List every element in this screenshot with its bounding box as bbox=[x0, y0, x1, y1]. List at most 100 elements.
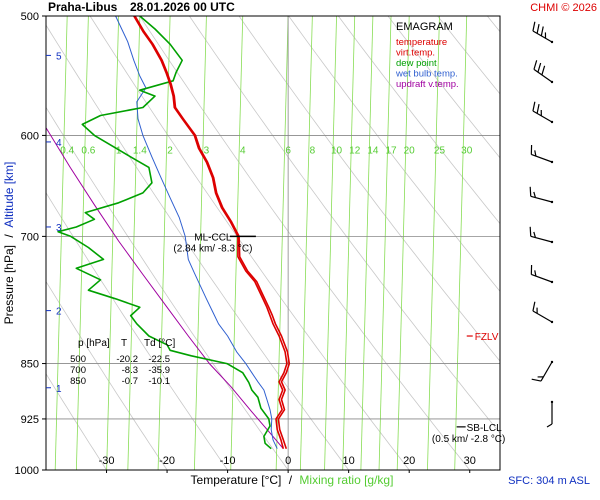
ml-ccl-value: (2.84 km/ -8.3 °C) bbox=[173, 243, 252, 254]
barb-flag-750-1 bbox=[533, 231, 537, 238]
table-cell-0-1: -20.2 bbox=[116, 354, 138, 365]
summary-table: p [hPa] T Td [°C] 500 -20.2 -22.5 700 -8.3 -35.9… bbox=[70, 338, 175, 387]
legend-virt-temp-: virt.temp. bbox=[396, 48, 435, 59]
table-header-0: p [hPa] bbox=[78, 338, 110, 349]
barb-flag-750-0 bbox=[529, 226, 532, 237]
mixing-ratio-line bbox=[299, 16, 313, 470]
x-tick-label--20: -20 bbox=[159, 455, 175, 467]
p-tick-label-500: 500 bbox=[21, 11, 39, 23]
profile-lines bbox=[46, 16, 291, 450]
mixing-label-12: 12 bbox=[349, 146, 361, 157]
table-cell-1-1: -8.3 bbox=[122, 365, 138, 376]
temperature-axis: -30 -20 -10 0 10 20 30 bbox=[99, 455, 476, 473]
table-header-1: T bbox=[121, 338, 127, 349]
mixing-label-14: 14 bbox=[367, 146, 379, 157]
barb-flag-600-1 bbox=[536, 104, 540, 114]
alt-tick-label-4: 4 bbox=[56, 138, 62, 149]
series-virt-temp- bbox=[134, 16, 291, 449]
barb-staff-600 bbox=[532, 110, 553, 123]
barb-origin-700 bbox=[550, 200, 554, 204]
mixing-label-20: 20 bbox=[404, 146, 416, 157]
annotations: ML-CCL(2.84 km/ -8.3 °C) SB-LCL(0.5 km/ -… bbox=[173, 232, 505, 444]
dry-adiabat bbox=[89, 16, 410, 470]
mixing-ratio-line bbox=[396, 16, 410, 470]
mixing-ratio-line bbox=[194, 16, 207, 470]
barb-flag-500-1 bbox=[536, 24, 540, 34]
dry-adiabat bbox=[46, 373, 107, 470]
barb-origin-500 bbox=[550, 40, 554, 44]
station-name: Praha-Libus bbox=[48, 0, 118, 14]
mixing-ratio-line bbox=[230, 16, 244, 470]
mixing-ratio-line bbox=[106, 16, 120, 470]
series-wet-bulb-temp- bbox=[115, 16, 278, 449]
x-tick-label-30: 30 bbox=[464, 455, 476, 467]
barb-flag-700-1 bbox=[533, 191, 537, 198]
barb-flag-800-1 bbox=[534, 270, 537, 277]
mixing-label-1: 1 bbox=[116, 146, 122, 157]
mixing-ratio-labels: 0.4 0.6 1 1.4 2 3 4 6 8 10 12 14 17 20 25 30 bbox=[60, 146, 472, 157]
dry-adiabat bbox=[387, 16, 500, 159]
dry-adiabat bbox=[437, 16, 500, 95]
dry-adiabat bbox=[337, 16, 500, 225]
barb-staff-650 bbox=[531, 153, 553, 163]
xlabel-sep: / bbox=[289, 473, 293, 487]
barb-staff-550 bbox=[533, 68, 553, 83]
series-updraft-v-temp- bbox=[46, 127, 284, 450]
dry-adiabats bbox=[46, 16, 600, 470]
alt-tick-label-3: 3 bbox=[56, 223, 62, 234]
mixing-label-0.4: 0.4 bbox=[60, 146, 74, 157]
dry-adiabat bbox=[46, 24, 350, 470]
mixing-label-4: 4 bbox=[240, 146, 246, 157]
barb-flag-500-2 bbox=[540, 26, 544, 36]
barb-origin-800 bbox=[550, 280, 554, 284]
sounding-datetime: 28.01.2026 00 UTC bbox=[130, 0, 235, 14]
mixing-label-0.6: 0.6 bbox=[81, 146, 95, 157]
sb-lcl-value: (0.5 km/ -2.8 °C) bbox=[432, 434, 505, 445]
dry-adiabat bbox=[139, 16, 471, 470]
series-temperature bbox=[133, 16, 288, 449]
dry-adiabat bbox=[46, 106, 289, 470]
mixing-ratio-line bbox=[342, 16, 356, 470]
mixing-ratio-line bbox=[275, 16, 289, 470]
dry-adiabat bbox=[288, 16, 500, 292]
barb-staff-900 bbox=[540, 361, 553, 382]
alt-tick-label-1: 1 bbox=[56, 384, 62, 395]
barb-flag-950-0 bbox=[546, 423, 553, 428]
pressure-axis: 500 600 700 850 925 1000 bbox=[15, 11, 46, 477]
sb-lcl-label: SB-LCL bbox=[467, 423, 502, 434]
x-axis-title: Temperature [°C] / Mixing ratio [g/kg] bbox=[191, 473, 394, 487]
legend-temperature: temperature bbox=[396, 37, 447, 48]
mixing-ratio-line bbox=[360, 16, 374, 470]
xlabel-mixing: Mixing ratio [g/kg] bbox=[299, 473, 393, 487]
mixing-ratio-line bbox=[427, 16, 440, 470]
barb-origin-850 bbox=[550, 320, 554, 324]
mixing-label-30: 30 bbox=[461, 146, 473, 157]
copyright: CHMI © 2026 bbox=[530, 2, 597, 14]
barb-flag-900-0 bbox=[531, 378, 542, 382]
mixing-ratio-line bbox=[378, 16, 392, 470]
p-tick-label-600: 600 bbox=[21, 130, 39, 142]
barb-origin-550 bbox=[550, 80, 554, 84]
barb-flag-700-0 bbox=[529, 186, 532, 197]
p-tick-label-850: 850 bbox=[21, 359, 39, 371]
barb-staff-800 bbox=[531, 273, 553, 283]
barb-flag-500-0 bbox=[532, 21, 536, 32]
barb-origin-950 bbox=[550, 400, 554, 404]
mixing-ratio-line bbox=[54, 16, 68, 470]
table-cell-2-0: 850 bbox=[70, 376, 86, 387]
dry-adiabat bbox=[486, 16, 500, 33]
alt-tick-label-2: 2 bbox=[56, 307, 62, 318]
mixing-label-10: 10 bbox=[331, 146, 343, 157]
table-cell-0-0: 500 bbox=[70, 354, 86, 365]
barb-origin-900 bbox=[550, 360, 554, 364]
x-tick-label-20: 20 bbox=[403, 455, 415, 467]
barb-flag-550-0 bbox=[533, 60, 538, 70]
dry-adiabat bbox=[537, 16, 600, 470]
mixing-label-6: 6 bbox=[285, 146, 291, 157]
barb-staff-850 bbox=[532, 310, 553, 323]
barb-staff-750 bbox=[530, 235, 553, 243]
fzlv-label: FZLV bbox=[475, 332, 499, 343]
x-tick-label--10: -10 bbox=[220, 455, 236, 467]
legend-wet-bulb-temp-: wet bulb temp. bbox=[395, 69, 458, 80]
mixing-label-8: 8 bbox=[310, 146, 316, 157]
